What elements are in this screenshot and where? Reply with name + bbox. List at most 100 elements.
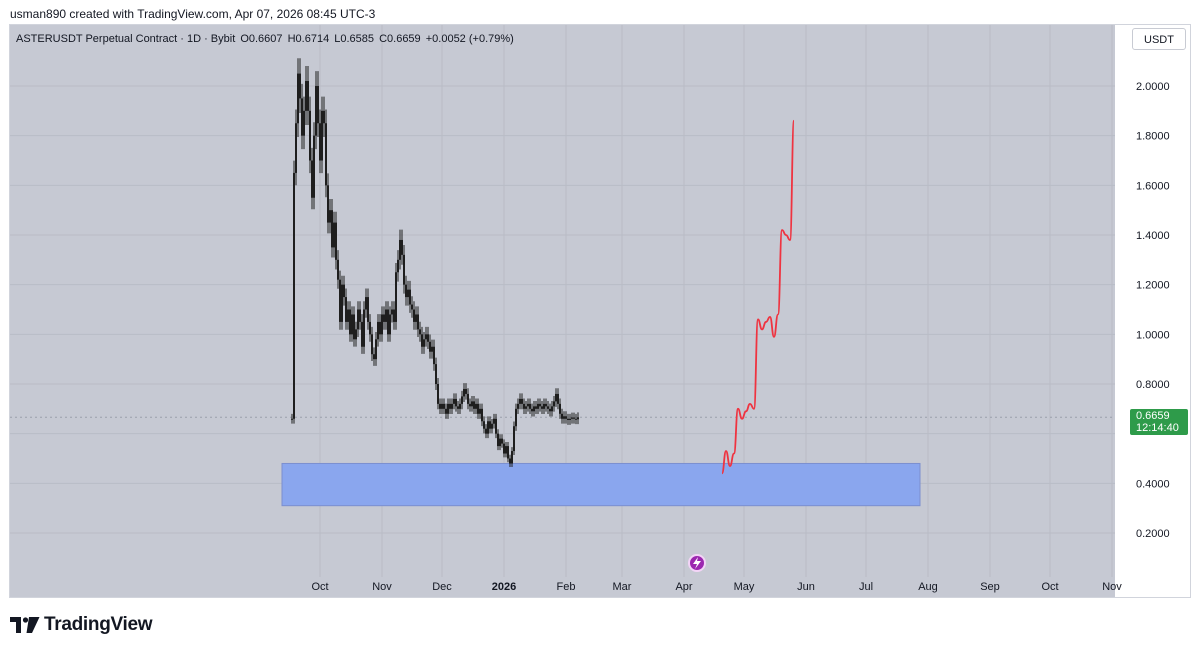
candle-body — [513, 426, 515, 452]
x-tick-label: Mar — [613, 581, 632, 593]
chart-area[interactable]: 2.0000 1.8000 1.6000 1.4000 1.2000 1.0000 0.80… — [9, 24, 1191, 598]
y-tick-label: 1.6000 — [1136, 180, 1170, 192]
candle-body — [517, 403, 519, 409]
candle-body — [443, 403, 445, 409]
candle-body — [425, 334, 427, 340]
candle-body — [345, 297, 347, 322]
projection-line — [721, 119, 795, 475]
candle-body — [569, 418, 571, 421]
candle-body — [323, 110, 325, 124]
candle-body — [511, 451, 513, 464]
x-tick-label: Oct — [1041, 581, 1058, 593]
candle-body — [541, 406, 543, 409]
candle-body — [507, 446, 509, 459]
candle-body — [545, 403, 547, 407]
candle-body — [405, 284, 407, 298]
candle-body — [459, 403, 461, 409]
x-tick-label: Jun — [797, 581, 815, 593]
candle-body — [461, 396, 463, 404]
candle-body — [355, 329, 357, 340]
candle-body — [441, 403, 443, 409]
candle-body — [549, 408, 551, 412]
candle-body — [561, 413, 563, 419]
price-chart[interactable]: 2.0000 1.8000 1.6000 1.4000 1.2000 1.0000 0.80… — [10, 25, 1190, 597]
candle-body — [363, 309, 365, 347]
candle-body — [373, 354, 375, 360]
candle-body — [573, 417, 575, 419]
candle-body — [473, 401, 475, 409]
candle-body — [567, 418, 569, 421]
candle-body — [397, 259, 399, 273]
candle-body — [475, 403, 477, 409]
candle-body — [521, 398, 523, 404]
legend-symbol: ASTERUSDT Perpetual Contract · 1D · Bybi… — [16, 33, 236, 45]
candle-body — [537, 403, 539, 409]
candle-body — [477, 403, 479, 414]
candle-body — [293, 172, 295, 419]
y-tick-label: 0.2000 — [1136, 528, 1170, 540]
candle-body — [439, 403, 441, 409]
candle-body — [503, 443, 505, 454]
x-tick-label: Dec — [432, 581, 452, 593]
candle-body — [381, 314, 383, 335]
candle-body — [435, 364, 437, 384]
candle-body — [523, 403, 525, 409]
candle-body — [399, 239, 401, 260]
price-axis-bg — [1115, 25, 1190, 597]
lightning-icon[interactable] — [688, 554, 706, 572]
candle-body — [403, 254, 405, 285]
candle-body — [311, 160, 313, 198]
tradingview-logo[interactable]: TradingView — [10, 614, 153, 636]
candle-body — [533, 406, 535, 412]
candle-body — [527, 403, 529, 407]
candle-body — [325, 123, 327, 186]
y-tick-label: 1.4000 — [1136, 230, 1170, 242]
candle-body — [307, 81, 309, 111]
legend-open: O0.6607 — [240, 33, 283, 45]
x-tick-label: Oct — [311, 581, 328, 593]
x-tick-label: Nov — [372, 581, 392, 593]
x-tick-label: Apr — [675, 581, 692, 593]
candle-body — [419, 329, 421, 335]
legend-change: +0.0052 (+0.79%) — [425, 33, 514, 45]
candle-body — [563, 416, 565, 419]
candle-body — [519, 398, 521, 404]
candle-body — [359, 309, 361, 322]
candle-body — [301, 98, 303, 136]
candle-body — [317, 86, 319, 124]
currency-button[interactable]: USDT — [1132, 28, 1186, 50]
candle-body — [379, 321, 381, 335]
candle-body — [299, 73, 301, 99]
candle-body — [391, 309, 393, 315]
price-axis: 2.0000 1.8000 1.6000 1.4000 1.2000 1.0000 0.80… — [1115, 25, 1190, 597]
candle-body — [555, 393, 557, 402]
candle-body — [501, 438, 503, 444]
x-tick-label: Jul — [859, 581, 873, 593]
plot-background — [10, 25, 1115, 597]
candle-body — [535, 406, 537, 409]
candle-body — [341, 284, 343, 322]
candle-body — [557, 393, 559, 404]
candle-body — [525, 406, 527, 409]
candle-body — [389, 314, 391, 335]
legend-low: L0.6585 — [334, 33, 375, 45]
candle-body — [315, 86, 317, 136]
candle-body — [481, 408, 483, 422]
candle-body — [329, 210, 331, 223]
candle-body — [333, 222, 335, 248]
candle-body — [335, 222, 337, 260]
candle-body — [361, 321, 363, 347]
candle-body — [327, 185, 329, 223]
candle-body — [493, 418, 495, 424]
candle-body — [383, 314, 385, 322]
candle-body — [321, 110, 323, 161]
candle-body — [489, 421, 491, 429]
y-tick-label: 1.0000 — [1136, 329, 1170, 341]
candle-body — [465, 388, 467, 394]
bar-countdown: 12:14:40 — [1136, 422, 1179, 434]
tradingview-logo-icon — [10, 617, 40, 633]
support-zone-rect — [281, 462, 921, 507]
candle-body — [577, 417, 579, 420]
y-tick-label: 2.0000 — [1136, 81, 1170, 93]
candle-body — [539, 403, 541, 407]
